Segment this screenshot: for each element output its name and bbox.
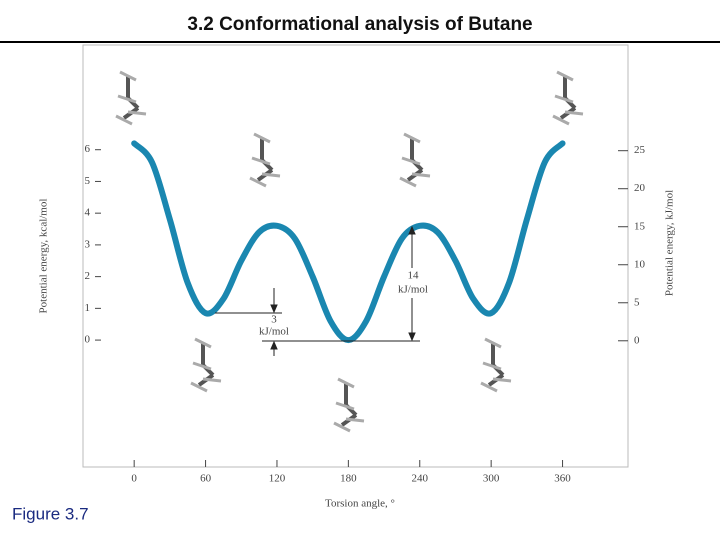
y2-axis-title: Potential energy, kJ/mol [664,190,676,296]
y-tick-label: 2 [85,270,91,282]
energy-curve [131,140,566,344]
y-tick-label: 1 [85,302,91,314]
y2-tick-label: 25 [634,144,646,156]
y-tick-label: 3 [85,238,91,250]
y-tick-label: 0 [85,334,91,346]
slide-title: 3.2 Conformational analysis of Butane [187,14,532,35]
x-axis-title: Torsion angle, ° [325,498,395,510]
x-tick-label: 360 [554,473,571,485]
y2-tick-label: 5 [634,296,640,308]
annotation: 3 [271,314,277,326]
annotation: kJ/mol [259,326,289,338]
x-tick-label: 180 [340,473,357,485]
y2-tick-label: 20 [634,182,646,194]
y2-tick-label: 15 [634,220,646,232]
annotation-bg [392,268,434,298]
x-tick-label: 60 [200,473,212,485]
x-tick-label: 240 [412,473,429,485]
y-axis-title: Potential energy, kcal/mol [38,199,50,314]
x-tick-label: 120 [269,473,286,485]
y-tick-label: 4 [85,207,91,219]
y2-tick-label: 0 [634,334,640,346]
molecules [114,70,585,433]
x-tick-label: 0 [131,473,137,485]
y-tick-label: 6 [85,143,91,155]
annotation: kJ/mol [398,284,428,296]
plot-frame [82,44,629,468]
x-tick-label: 300 [483,473,500,485]
annotation: 14 [408,270,420,282]
figure-caption: Figure 3.7 [12,504,89,523]
y2-tick-label: 10 [634,258,646,270]
y-tick-label: 5 [85,175,91,187]
